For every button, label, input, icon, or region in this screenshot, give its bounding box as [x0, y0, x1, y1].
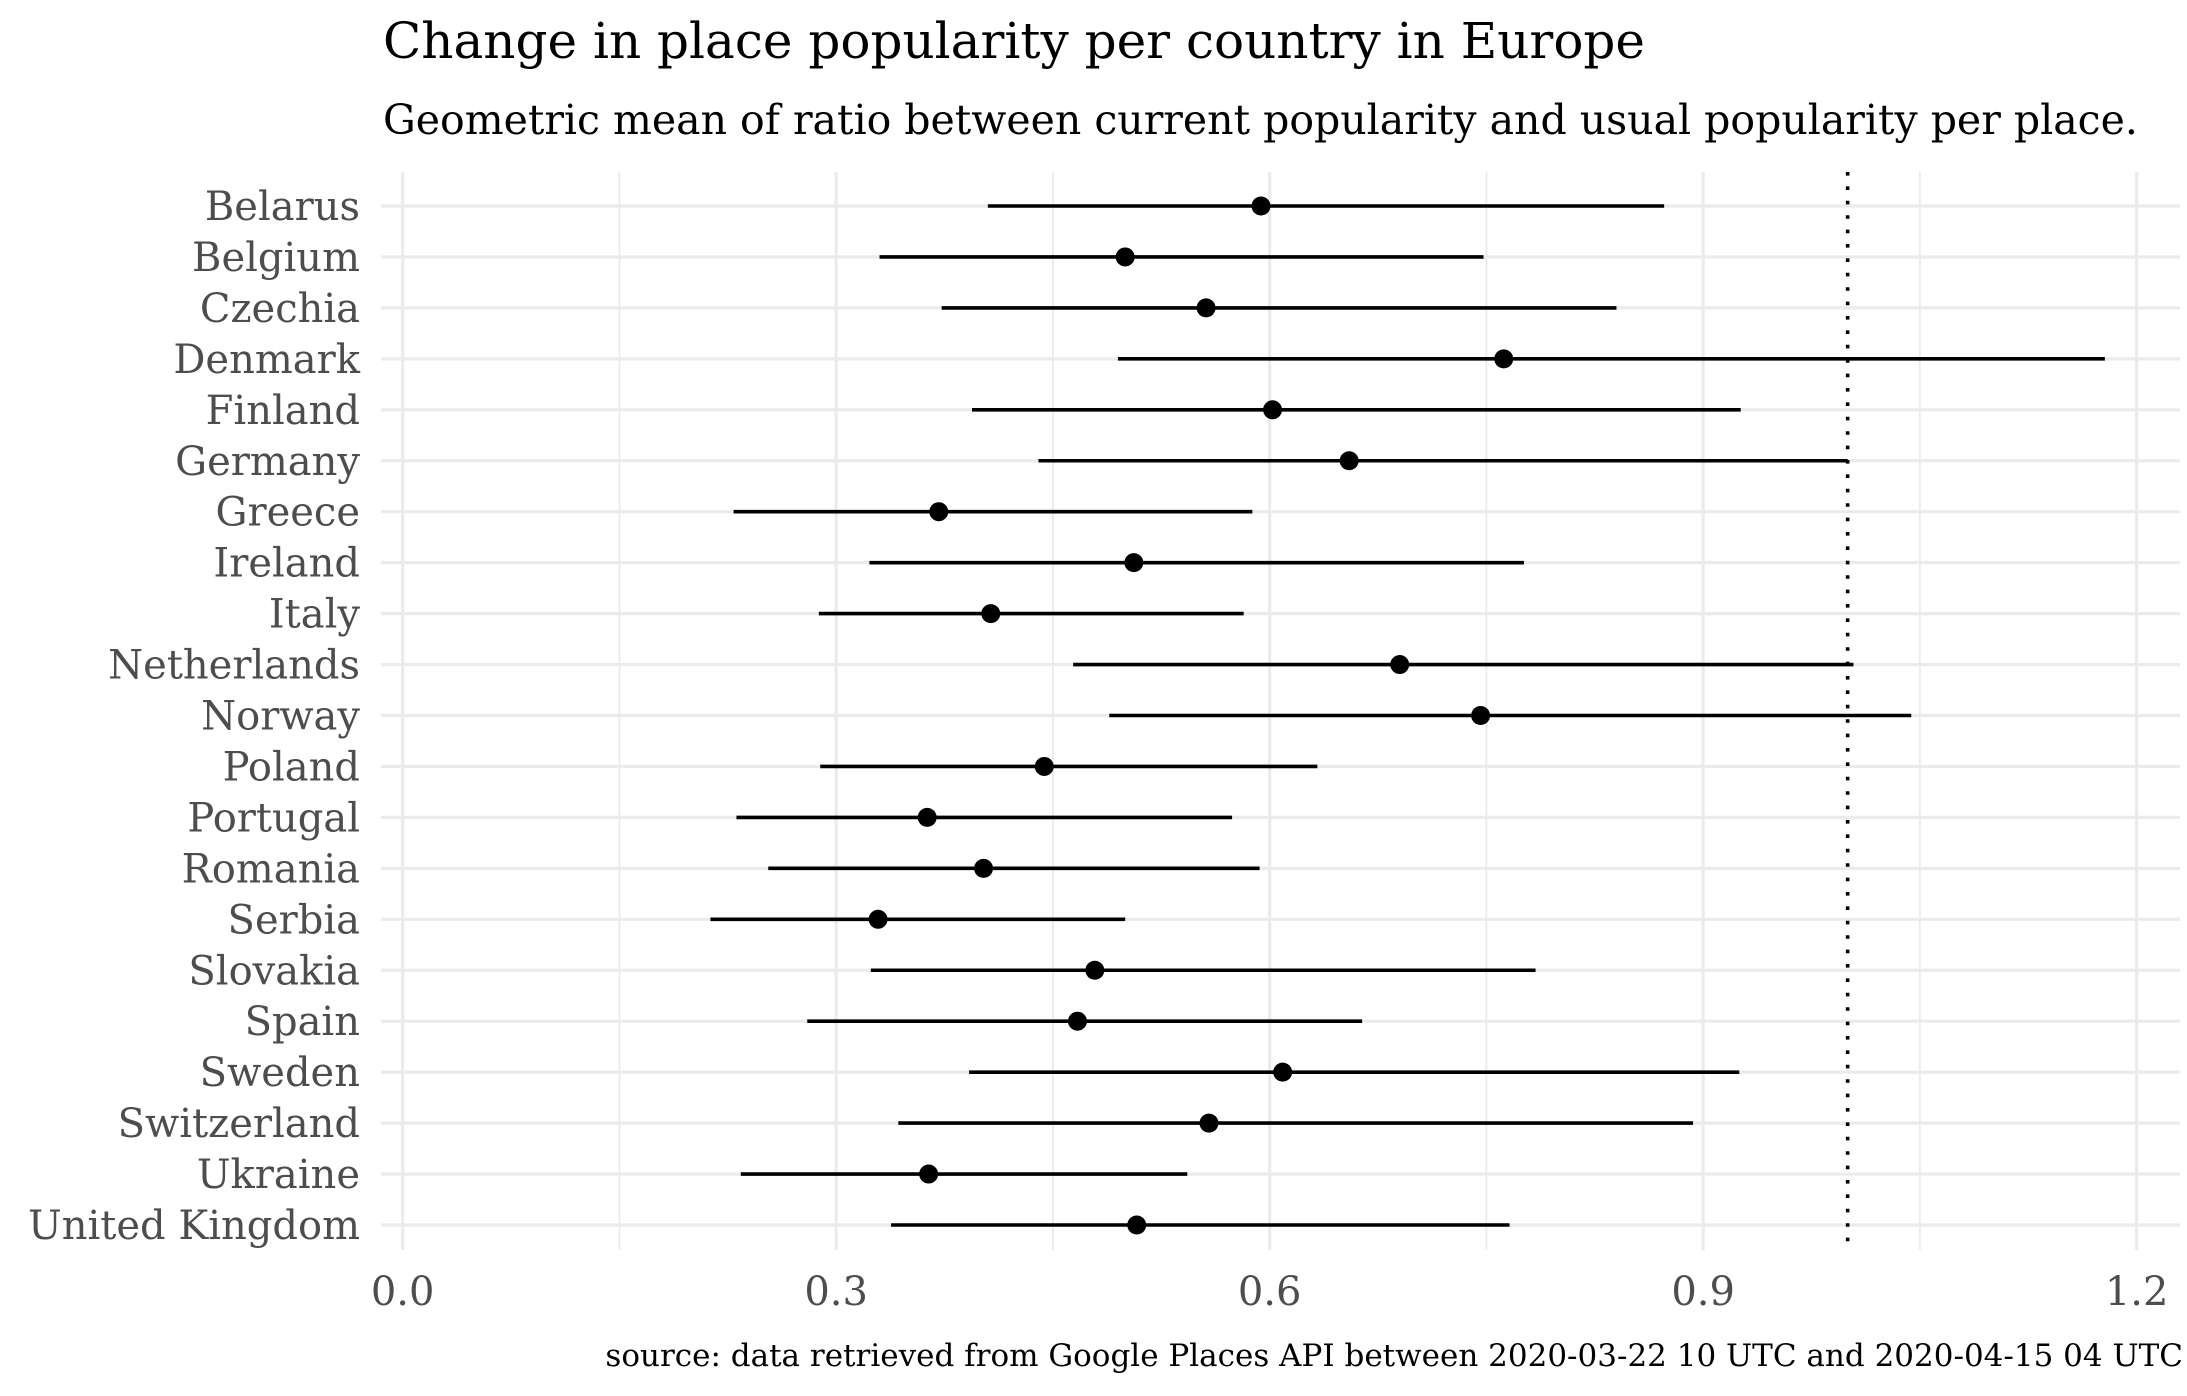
y-tick-label: Belgium: [192, 235, 360, 281]
data-point: [1085, 960, 1105, 980]
data-point: [1273, 1062, 1293, 1082]
data-point: [1263, 400, 1283, 420]
data-point: [1390, 655, 1410, 675]
x-tick-label: 0.9: [1671, 1269, 1735, 1315]
y-tick-label: Portugal: [187, 795, 360, 841]
chart-caption: source: data retrieved from Google Place…: [605, 1338, 2183, 1374]
y-tick-label: Denmark: [173, 337, 360, 383]
y-tick-label: Italy: [269, 592, 361, 638]
x-tick-label: 0.6: [1238, 1269, 1302, 1315]
y-tick-label: Czechia: [200, 286, 360, 332]
chart-subtitle: Geometric mean of ratio between current …: [383, 96, 2138, 144]
y-tick-label: Ukraine: [197, 1152, 360, 1198]
interval-layer: [710, 204, 2105, 1227]
x-tick-labels: 0.0 0.3 0.6 0.9 1.2: [371, 1269, 2169, 1315]
data-point: [1124, 553, 1144, 573]
data-point: [929, 502, 949, 522]
y-tick-label: Greece: [216, 490, 361, 536]
data-point: [1339, 451, 1359, 471]
data-point: [1067, 1011, 1087, 1031]
y-tick-label: Slovakia: [188, 948, 360, 994]
data-point: [1115, 247, 1135, 267]
y-tick-label: United Kingdom: [28, 1203, 360, 1249]
data-point: [1196, 298, 1216, 318]
data-point: [1251, 196, 1271, 216]
y-tick-label: Poland: [223, 744, 360, 790]
grid-lines: [381, 172, 2180, 1250]
y-tick-label: Ireland: [213, 541, 360, 587]
chart-title: Change in place popularity per country i…: [383, 12, 1646, 70]
y-tick-label: Sweden: [200, 1050, 360, 1096]
data-point: [919, 1164, 939, 1184]
point-layer: [868, 196, 1514, 1235]
y-tick-label: Spain: [245, 999, 360, 1045]
x-tick-label: 0.0: [371, 1269, 435, 1315]
data-point: [1034, 756, 1054, 776]
data-point: [917, 807, 937, 827]
data-point: [974, 858, 994, 878]
x-tick-label: 1.2: [2105, 1269, 2169, 1315]
y-tick-label: Belarus: [205, 184, 360, 230]
data-point: [1494, 349, 1514, 369]
data-point: [1127, 1215, 1147, 1235]
y-tick-label: Serbia: [228, 897, 360, 943]
x-tick-label: 0.3: [804, 1269, 868, 1315]
y-tick-labels: Belarus Belgium Czechia Denmark Finland Germa…: [28, 184, 361, 1249]
y-tick-label: Romania: [182, 846, 360, 892]
y-tick-label: Switzerland: [118, 1101, 360, 1147]
data-point: [1199, 1113, 1219, 1133]
y-tick-label: Finland: [206, 388, 360, 434]
y-tick-label: Norway: [201, 694, 360, 740]
y-tick-label: Germany: [175, 439, 360, 485]
data-point: [868, 909, 888, 929]
data-point: [1471, 706, 1491, 725]
data-point: [981, 604, 1001, 624]
y-tick-label: Netherlands: [108, 643, 360, 689]
